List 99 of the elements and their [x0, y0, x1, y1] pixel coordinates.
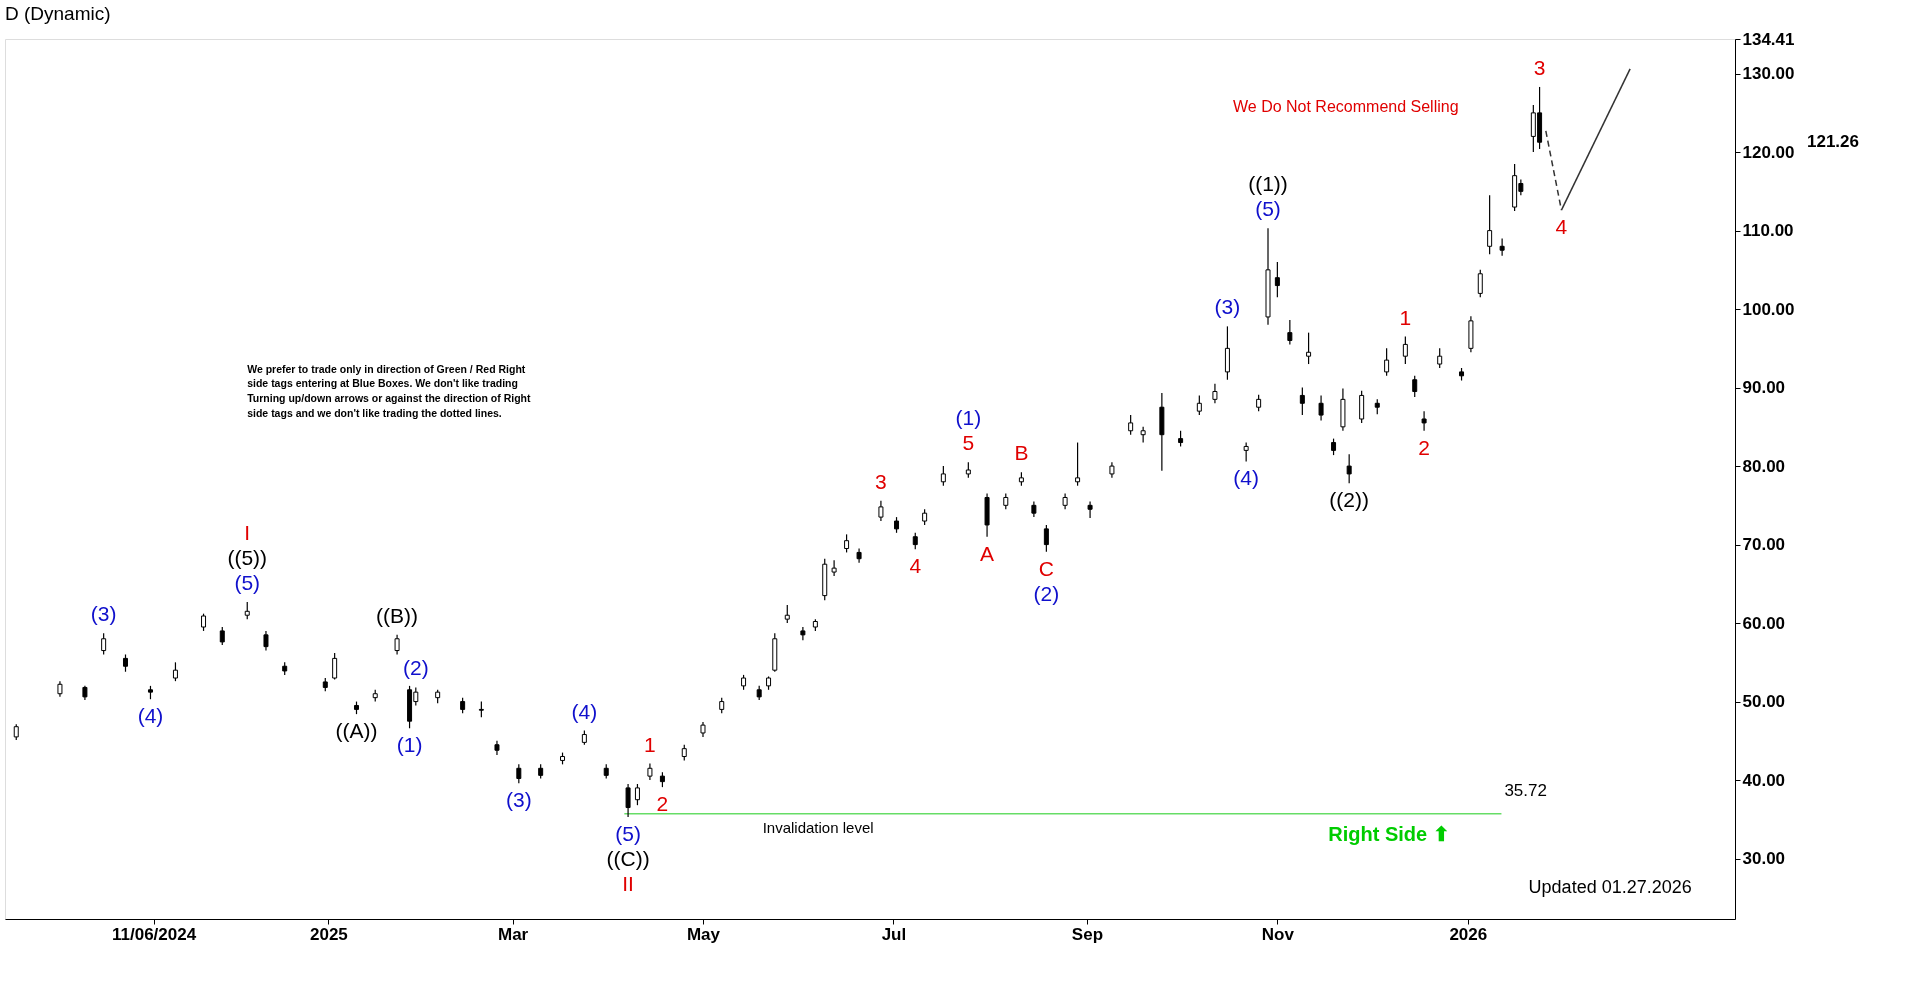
annotation: ((B)): [376, 603, 419, 627]
candlestick: [634, 783, 640, 806]
candlestick: [1487, 194, 1493, 255]
annotation: 1: [1399, 305, 1412, 329]
annotation: (5): [1255, 197, 1281, 221]
candlestick: [784, 604, 790, 624]
annotation: ((5)): [227, 545, 268, 569]
x-tick-label: 2026: [1449, 924, 1488, 944]
y-tick-label: 110.00: [1742, 221, 1794, 241]
annotation: ((A)): [335, 719, 378, 743]
candlestick: [625, 783, 631, 818]
y-tick-label: 30.00: [1742, 849, 1786, 869]
y-tick-label: 40.00: [1742, 770, 1786, 790]
candlestick: [219, 626, 225, 646]
candlestick: [1412, 375, 1418, 398]
annotation: ((2)): [1329, 488, 1369, 512]
annotation: (4): [137, 704, 164, 728]
y-tick-label: 60.00: [1742, 613, 1786, 633]
annotation: (3): [1214, 295, 1241, 319]
y-tick-label: 120.00: [1742, 142, 1795, 162]
x-tick-label: 11/06/2024: [112, 924, 197, 944]
annotation: 2: [656, 792, 669, 816]
candlestick: [516, 763, 522, 784]
candlestick: [878, 500, 884, 522]
annotation: ((1)): [1248, 172, 1288, 196]
candlestick: [1306, 332, 1312, 365]
annotation: (1): [396, 733, 423, 757]
candlestick: [263, 630, 269, 652]
y-tick-label: 50.00: [1742, 692, 1786, 712]
x-tick-label: Mar: [497, 924, 529, 944]
x-tick-label: 2025: [309, 924, 348, 944]
annotation: Right Side ⬆: [1328, 823, 1450, 846]
annotation: II: [622, 871, 634, 895]
annotation: Updated 01.27.2026: [1528, 877, 1692, 898]
candlestick: [1437, 347, 1443, 369]
annotation: (5): [234, 570, 261, 594]
y-tick-label: 100.00: [1742, 299, 1795, 319]
annotation: A: [980, 541, 995, 565]
annotation: (3): [505, 788, 532, 812]
text: 121.26: [1807, 131, 1859, 151]
candlestick: [1318, 394, 1324, 422]
annotation: B: [1014, 441, 1029, 465]
candlestick: [101, 632, 107, 656]
candlestick: [844, 533, 850, 554]
candlestick: [1243, 441, 1249, 462]
candlestick: [1287, 319, 1293, 346]
candlestick: [1499, 237, 1505, 257]
annotation: (1): [955, 406, 982, 430]
candlestick: [172, 661, 178, 682]
candlestick: [332, 652, 338, 681]
x-tick-label: May: [686, 924, 721, 944]
candlestick: [1477, 269, 1483, 298]
chart-title: D (Dynamic): [5, 3, 111, 24]
annotation: 4: [1555, 215, 1568, 239]
annotation: (4): [1233, 466, 1259, 490]
x-tick-label: Jul: [881, 924, 907, 944]
annotation: 1: [644, 732, 656, 756]
annotation: (4): [571, 699, 598, 723]
annotation: (2): [402, 656, 429, 680]
candlestick: [1421, 410, 1427, 432]
candlestick: [1359, 390, 1365, 424]
annotation: 5: [962, 431, 975, 455]
annotation: (5): [615, 821, 641, 845]
annotation: ((C)): [606, 846, 650, 870]
annotation: I: [244, 520, 251, 544]
candlestick: [1274, 261, 1280, 298]
candlestick: [1196, 394, 1202, 416]
annotation: C: [1038, 556, 1054, 580]
annotation: 2: [1418, 435, 1430, 459]
annotation: (3): [90, 602, 117, 626]
annotation: 35.72: [1504, 781, 1547, 801]
annotation: We prefer to trade only in direction of Green / Red Right side tags entering at Blue Boxes. We don't like trading Turning up/down arrows or against the direction of Right side tags and we don't like trading the dotted lines.: [247, 362, 531, 419]
candlestick: [1346, 453, 1352, 484]
annotation: 3: [1533, 55, 1546, 79]
candlestick: [1402, 335, 1408, 365]
candlestick: [940, 465, 946, 487]
y-tick-label: 70.00: [1742, 535, 1786, 555]
annotation: We Do Not Recommend Selling: [1232, 97, 1459, 115]
y-tick-label: 90.00: [1742, 378, 1786, 398]
candlestick: [394, 634, 400, 656]
candlestick: [1224, 325, 1230, 381]
x-tick-label: Sep: [1071, 924, 1104, 944]
candlestick: [1212, 383, 1218, 404]
candlestick: [831, 559, 837, 577]
y-tick-label: 130.00: [1742, 64, 1795, 84]
candlestick: [1043, 524, 1049, 553]
annotation: (2): [1033, 581, 1060, 605]
x-tick-label: Nov: [1261, 924, 1295, 944]
y-tick-label: 134.41: [1742, 29, 1795, 49]
ref-line-label: Invalidation level: [762, 818, 874, 836]
y-tick-label: 80.00: [1742, 456, 1786, 476]
annotation: 4: [909, 554, 922, 578]
candlestick: [1140, 426, 1146, 444]
annotation: 3: [875, 469, 887, 493]
candlestick: [1075, 441, 1081, 487]
candlestick: [1128, 414, 1134, 436]
candlestick: [1299, 386, 1305, 416]
candlestick: [1087, 500, 1093, 519]
candlestick: [1384, 347, 1390, 377]
